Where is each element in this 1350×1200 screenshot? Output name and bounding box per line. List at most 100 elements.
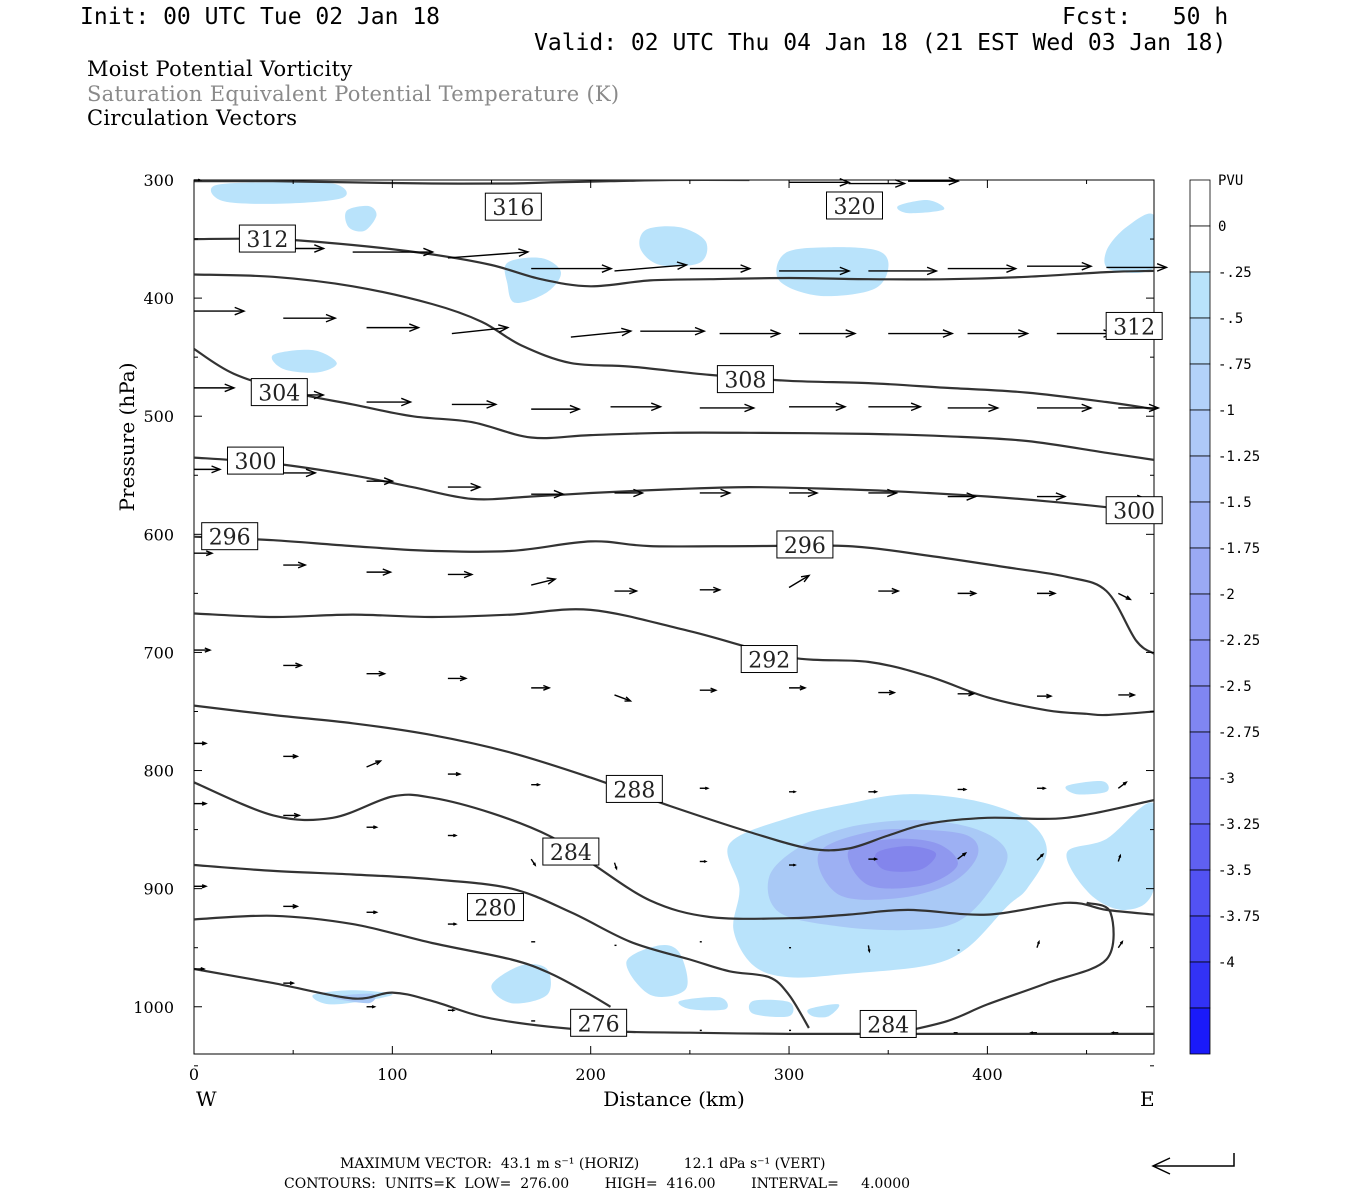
colorbar-swatch (1189, 869, 1211, 917)
vector-arrowhead (621, 327, 633, 337)
vector-arrowhead (1048, 590, 1057, 597)
vector-arrowhead (453, 833, 458, 838)
vector-arrowhead (204, 647, 212, 653)
vector-arrowhead (720, 488, 732, 498)
pv-region (874, 846, 937, 872)
contour-label-box (859, 1009, 917, 1038)
colorbar-swatch (1189, 639, 1211, 687)
contour-label-box (484, 192, 542, 221)
vector-arrowhead (624, 696, 633, 702)
contour-label-box (542, 837, 600, 866)
colorbar-label: -.5 (1218, 311, 1243, 327)
vector-arrowhead (1110, 1031, 1115, 1035)
vector-arrowhead (1118, 853, 1122, 858)
contour-label-box (825, 191, 883, 220)
west-label: W (196, 1087, 217, 1111)
vector-arrowhead (839, 178, 851, 187)
contour-label: 300 (1113, 500, 1155, 525)
vector-arrowhead (375, 760, 383, 766)
colorbar-swatch (1189, 961, 1211, 1009)
vector-arrowhead (744, 403, 756, 413)
contour-labels: 316 320 312 312 308 304 300 300 296 296 292 288 284 2… (201, 191, 1163, 1038)
pv-shading (210, 181, 1154, 1018)
vector-arrowhead (694, 326, 707, 336)
vector-arrowhead (518, 248, 530, 257)
colorbar-swatch (1189, 179, 1211, 227)
vector-arrowhead (383, 477, 395, 486)
contour-label-box (1105, 311, 1163, 340)
colorbar-label: -1.75 (1218, 541, 1260, 557)
vector-arrowhead (873, 790, 879, 794)
circulation-vector (614, 264, 687, 272)
colorbar-unit: PVU (1218, 173, 1243, 189)
reference-vector (1151, 1153, 1235, 1175)
vector-arrowhead (289, 981, 296, 986)
vector-arrowhead (633, 488, 645, 498)
vector-arrowhead (807, 488, 819, 498)
vector-arrowhead (234, 306, 246, 316)
vector-arrowhead (305, 468, 318, 478)
vector-arrowhead (988, 403, 1000, 413)
y-axis-title: Pressure (hPa) (115, 363, 139, 512)
vector-arrowhead (314, 244, 326, 253)
vector-arrowhead (1125, 595, 1132, 601)
colorbar-swatch (1189, 731, 1211, 779)
vector-arrowhead (378, 670, 387, 677)
circulation-vector (531, 578, 556, 586)
y-tick-label: 700 (143, 643, 174, 662)
vector-arrowhead (926, 266, 939, 276)
vector-arrowhead (948, 176, 960, 186)
contour-label-box (1105, 496, 1163, 525)
vector-arrowhead (792, 790, 797, 794)
vector-arrowhead (292, 903, 300, 909)
vector-arrowhead (459, 675, 468, 682)
pv-region (504, 257, 561, 303)
isentrope-line (194, 273, 1154, 411)
isentrope-line (194, 180, 750, 185)
vector-arrowhead (867, 949, 871, 954)
colorbar-swatch (1189, 455, 1211, 503)
y-tick-label: 400 (143, 289, 174, 308)
vector-arrowhead (650, 402, 663, 412)
vector-arrowhead (910, 402, 923, 412)
isentropes (194, 180, 1154, 1036)
colorbar-swatch (1189, 501, 1211, 549)
vector-arrowhead (453, 922, 458, 926)
vector-arrowhead (1081, 261, 1093, 271)
field-name-mpv: Moist Potential Vorticity (87, 57, 353, 81)
vector-arrowhead (325, 313, 338, 323)
vector-arrowhead (894, 179, 907, 188)
y-tick-label: 1000 (133, 998, 174, 1017)
vector-arrowhead (451, 1008, 456, 1012)
east-label: E (1140, 1087, 1155, 1111)
colorbar-label: -3.75 (1218, 909, 1260, 925)
colorbar-label: -3 (1218, 771, 1235, 787)
isentrope-line (194, 863, 810, 1029)
contour-label: 316 (492, 196, 534, 221)
vector-arrowhead (201, 741, 208, 746)
pv-region (678, 996, 728, 1011)
pv-region (210, 181, 347, 204)
vector-arrowhead (966, 492, 978, 501)
vector-arrowhead (873, 857, 879, 861)
contour-label-box (740, 645, 798, 674)
isentrope-line (194, 781, 1154, 920)
contour-label-box (238, 224, 296, 253)
plot-border (193, 179, 1155, 1055)
plot-frame (193, 179, 1155, 1055)
colorbar-swatch (1189, 225, 1211, 273)
vector-arrowhead (498, 324, 510, 333)
contour-label: 284 (867, 1013, 909, 1038)
colorbar-label: -3.25 (1218, 817, 1260, 833)
colorbar-label: -1 (1218, 403, 1235, 419)
vector-arrowhead (888, 689, 897, 696)
contour-label: 276 (578, 1012, 620, 1037)
colorbar-label: -2 (1218, 587, 1235, 603)
isentrope-line (194, 608, 1154, 717)
x-tick-label: 200 (575, 1065, 606, 1084)
colorbar-label: -2.75 (1218, 725, 1260, 741)
colorbar-swatch (1189, 777, 1211, 825)
isentrope-line (897, 901, 1115, 1034)
vector-arrowhead (401, 397, 413, 407)
y-tick-label: 800 (143, 762, 174, 781)
